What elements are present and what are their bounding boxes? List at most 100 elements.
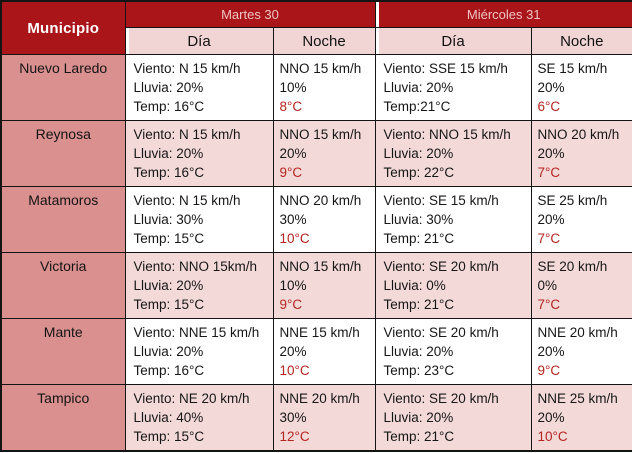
forecast-cell-martes-noche: NNO 15 km/h 10% 8°C [272,54,376,121]
rain-value: Lluvia: 20% [133,146,204,161]
rain-value: 10% [279,80,307,95]
temp-value: 7°C [537,231,561,246]
wind-value: NNE 25 km/h [537,391,618,406]
forecast-cell-martes-dia: Viento: N 15 km/h Lluvia: 20% Temp: 16°C [124,54,274,121]
temp-value: 7°C [537,165,561,180]
forecast-cell-martes-noche: NNO 15 km/h 10% 9°C [272,252,376,319]
rain-value: 30% [279,212,307,227]
wind-value: NNO 15 km/h [279,127,362,142]
forecast-cell-miercoles-dia: Viento: SE 20 km/h Lluvia: 20% Temp: 21°… [374,384,532,451]
rain-value: 20% [537,146,565,161]
rain-value: Lluvia: 20% [383,410,454,425]
forecast-cell-miercoles-dia: Viento: SSE 15 km/h Lluvia: 20% Temp:21°… [374,54,532,121]
temp-value: Temp: 16°C [133,165,205,180]
temp-value: Temp: 15°C [133,231,205,246]
municipio-label: Matamoros [0,186,126,253]
temp-value: 10°C [537,429,568,444]
wind-value: Viento: N 15 km/h [133,61,241,76]
day-group-miercoles: Miércoles 31 [374,0,632,28]
temp-value: Temp: 15°C [133,297,205,312]
rain-value: 30% [279,410,307,425]
wind-value: Viento: N 15 km/h [133,127,241,142]
temp-value: 9°C [279,165,303,180]
wind-value: Viento: NNO 15 km/h [383,127,511,142]
municipio-label: Mante [0,318,126,385]
wind-value: Viento: NE 20 km/h [133,391,250,406]
forecast-cell-martes-noche: NNO 20 km/h 30% 10°C [272,186,376,253]
wind-value: Viento: N 15 km/h [133,193,241,208]
wind-value: Viento: SE 20 km/h [383,325,499,340]
rain-value: Lluvia: 20% [133,344,204,359]
temp-value: 7°C [537,297,561,312]
forecast-cell-martes-dia: Viento: NE 20 km/h Lluvia: 40% Temp: 15°… [124,384,274,451]
rain-value: Lluvia: 30% [133,212,204,227]
municipio-label: Reynosa [0,120,126,187]
rain-value: Lluvia: 0% [383,278,446,293]
rain-value: Lluvia: 20% [383,80,454,95]
temp-value: Temp: 21°C [383,297,455,312]
table-row-reynosa: Reynosa Viento: N 15 km/h Lluvia: 20% Te… [0,120,632,187]
temp-value: Temp: 16°C [133,363,205,378]
rain-value: 20% [537,212,565,227]
forecast-cell-miercoles-dia: Viento: SE 15 km/h Lluvia: 30% Temp: 21°… [374,186,532,253]
wind-value: Viento: SE 20 km/h [383,391,499,406]
table-row-nuevo-laredo: Nuevo Laredo Viento: N 15 km/h Lluvia: 2… [0,54,632,121]
temp-value: 12°C [279,429,310,444]
wind-value: NNE 20 km/h [279,391,360,406]
forecast-cell-miercoles-noche: NNE 25 km/h 20% 10°C [530,384,632,451]
forecast-cell-martes-dia: Viento: NNE 15 km/h Lluvia: 20% Temp: 16… [124,318,274,385]
municipio-label: Tampico [0,384,126,451]
wind-value: NNO 15 km/h [279,259,362,274]
wind-value: NNE 20 km/h [537,325,618,340]
subheader-martes-dia: Día [124,27,274,55]
municipio-label: Nuevo Laredo [0,54,126,121]
rain-value: 20% [537,80,565,95]
wind-value: Viento: SE 20 km/h [383,259,499,274]
table-row-tampico: Tampico Viento: NE 20 km/h Lluvia: 40% T… [0,384,632,451]
rain-value: Lluvia: 20% [133,80,204,95]
sub-header-row: Día Noche Día Noche [1,27,632,55]
wind-value: NNO 20 km/h [279,193,362,208]
temp-value: Temp: 22°C [383,165,455,180]
rain-value: Lluvia: 20% [383,344,454,359]
rain-value: 20% [537,344,565,359]
temp-value: 6°C [537,99,561,114]
wind-value: NNE 15 km/h [279,325,360,340]
day-group-martes: Martes 30 [124,0,376,28]
temp-value: 10°C [279,231,310,246]
forecast-cell-miercoles-dia: Viento: SE 20 km/h Lluvia: 20% Temp: 23°… [374,318,532,385]
wind-value: SE 20 km/h [537,259,608,274]
wind-value: Viento: NNO 15km/h [133,259,258,274]
rain-value: Lluvia: 20% [383,146,454,161]
rain-value: 20% [279,146,307,161]
temp-value: 10°C [279,363,310,378]
forecast-cell-miercoles-dia: Viento: SE 20 km/h Lluvia: 0% Temp: 21°C [374,252,532,319]
rain-value: 0% [537,278,558,293]
table-row-mante: Mante Viento: NNE 15 km/h Lluvia: 20% Te… [0,318,632,385]
municipio-column-header: Municipio [0,0,126,55]
subheader-martes-noche: Noche [272,27,376,55]
forecast-cell-miercoles-dia: Viento: NNO 15 km/h Lluvia: 20% Temp: 22… [374,120,532,187]
day-group-header-row: Municipio Martes 30 Miércoles 31 [0,0,632,55]
temp-value: Temp: 21°C [383,429,455,444]
forecast-cell-martes-noche: NNO 15 km/h 20% 9°C [272,120,376,187]
temp-value: Temp: 16°C [133,99,205,114]
subheader-miercoles-noche: Noche [530,27,632,55]
rain-value: 20% [537,410,565,425]
rain-value: Lluvia: 20% [133,278,204,293]
table-row-victoria: Victoria Viento: NNO 15km/h Lluvia: 20% … [0,252,632,319]
temp-value: 9°C [537,363,561,378]
rain-value: 20% [279,344,307,359]
forecast-cell-miercoles-noche: SE 20 km/h 0% 7°C [530,252,632,319]
subheader-miercoles-dia: Día [374,27,532,55]
wind-value: Viento: NNE 15 km/h [133,325,260,340]
wind-value: NNO 20 km/h [537,127,620,142]
forecast-cell-martes-dia: Viento: N 15 km/h Lluvia: 30% Temp: 15°C [124,186,274,253]
forecast-cell-miercoles-noche: NNE 20 km/h 20% 9°C [530,318,632,385]
rain-value: Lluvia: 30% [383,212,454,227]
forecast-cell-martes-dia: Viento: N 15 km/h Lluvia: 20% Temp: 16°C [124,120,274,187]
forecast-cell-miercoles-noche: NNO 20 km/h 20% 7°C [530,120,632,187]
forecast-cell-martes-noche: NNE 15 km/h 20% 10°C [272,318,376,385]
